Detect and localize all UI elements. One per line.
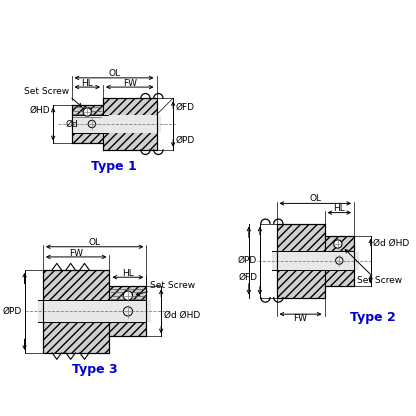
Bar (324, 236, 354, 285)
Circle shape (334, 240, 342, 248)
Text: HL: HL (122, 269, 134, 278)
Bar (103, 98, 156, 150)
Text: ØPD: ØPD (2, 307, 22, 316)
Text: FW: FW (69, 249, 83, 258)
Bar (277, 224, 324, 297)
Bar (43, 270, 109, 353)
Text: Type 2: Type 2 (349, 311, 395, 324)
Text: FW: FW (294, 314, 307, 323)
Bar (72, 104, 103, 144)
Text: Type 3: Type 3 (72, 363, 117, 376)
Circle shape (83, 108, 92, 116)
Circle shape (123, 307, 133, 316)
Circle shape (88, 120, 96, 128)
Text: Ød ØHD: Ød ØHD (164, 311, 200, 319)
Text: Ød: Ød (66, 119, 79, 129)
Bar (38, 300, 151, 322)
Text: Set Screw: Set Screw (24, 87, 69, 97)
Text: Set Screw: Set Screw (357, 276, 402, 285)
Bar (43, 270, 109, 353)
Text: Type 1: Type 1 (91, 160, 137, 173)
Bar (103, 98, 156, 150)
Bar (109, 287, 146, 336)
Text: ØPD: ØPD (176, 136, 195, 145)
Bar (109, 287, 146, 336)
Text: FW: FW (123, 79, 137, 88)
Text: OL: OL (89, 238, 101, 247)
Text: ØPD: ØPD (238, 256, 257, 265)
Text: ØFD: ØFD (176, 103, 195, 112)
Bar (72, 104, 103, 144)
Text: Set Screw: Set Screw (150, 281, 195, 290)
Bar (324, 236, 354, 285)
Bar (277, 224, 324, 297)
Text: Ød ØHD: Ød ØHD (374, 238, 410, 248)
Text: OL: OL (108, 69, 120, 78)
Text: HL: HL (82, 79, 93, 88)
Text: ØHD: ØHD (30, 106, 50, 115)
Text: ØFD: ØFD (238, 273, 257, 282)
Circle shape (336, 257, 343, 264)
Circle shape (123, 291, 133, 300)
Text: HL: HL (333, 204, 345, 213)
Text: OL: OL (309, 194, 321, 203)
Bar (72, 115, 161, 133)
Bar (272, 251, 359, 270)
